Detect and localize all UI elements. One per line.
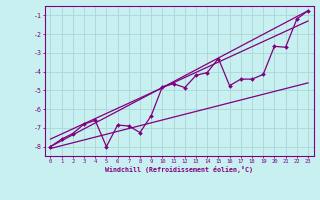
X-axis label: Windchill (Refroidissement éolien,°C): Windchill (Refroidissement éolien,°C) — [105, 166, 253, 173]
